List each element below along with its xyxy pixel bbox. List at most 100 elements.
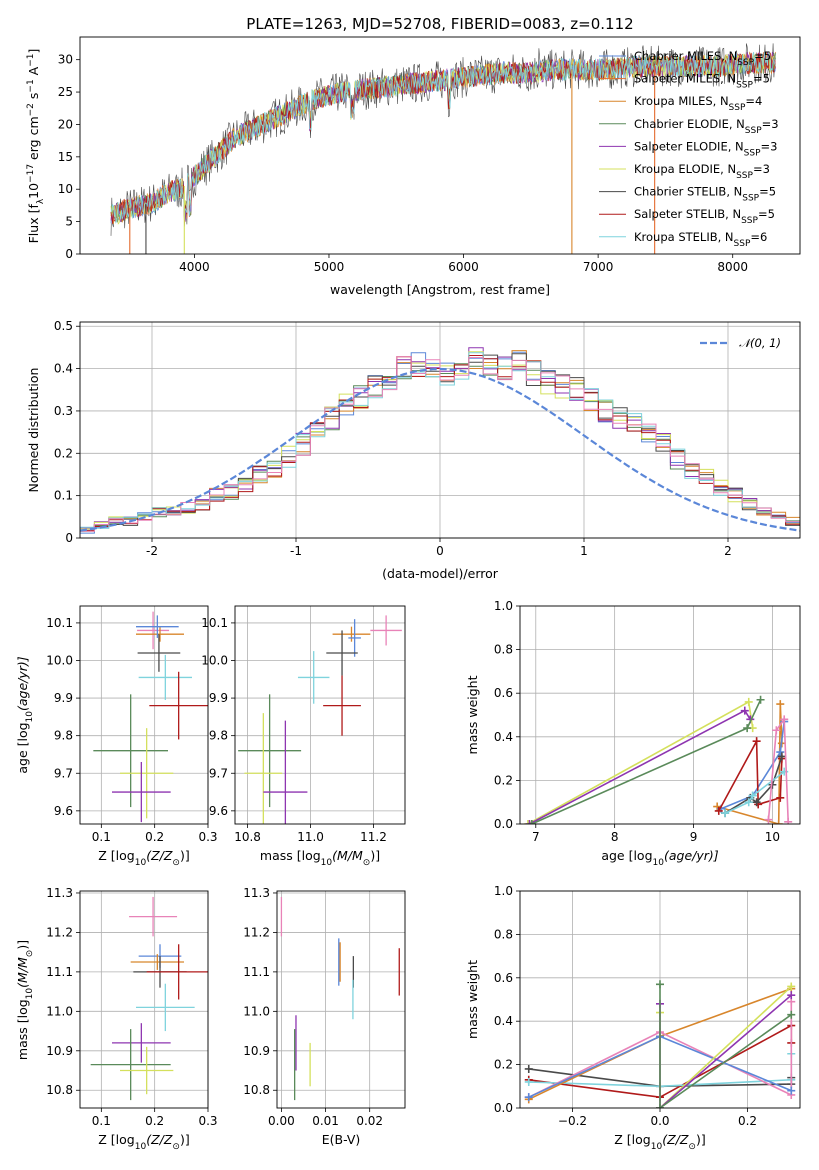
series-line — [720, 721, 785, 810]
tick-label-x: 0.01 — [312, 1114, 339, 1128]
x-axis-label: (data-model)/error — [382, 566, 499, 581]
series-marker — [524, 1093, 533, 1102]
tick-label-x: 0.1 — [92, 830, 111, 844]
series-line — [659, 984, 792, 1108]
x-axis-label: E(B-V) — [322, 1132, 361, 1147]
tick-label-y: 0.1 — [54, 489, 73, 503]
plot-area — [90, 896, 208, 1101]
errorbar-point — [136, 615, 179, 638]
tick-label-x: 0.0 — [650, 1114, 669, 1128]
tick-label-x: 10 — [765, 830, 780, 844]
errorbar-point — [332, 626, 371, 642]
axes-frame — [79, 605, 209, 825]
errorbar-point — [120, 728, 174, 819]
tick-label-y: 0.2 — [54, 446, 73, 460]
tick-label-x: 4000 — [179, 260, 210, 274]
axes-frame — [79, 36, 801, 255]
series-marker — [656, 1104, 664, 1108]
tick-label-x: 0.3 — [198, 830, 217, 844]
series-marker — [787, 1010, 796, 1019]
errorbar-point — [93, 694, 168, 808]
figure-title: PLATE=1263, MJD=52708, FIBERID=0083, z=0… — [246, 15, 633, 33]
tick-label-y: 11.1 — [46, 965, 73, 979]
plot-area — [80, 347, 800, 538]
tick-label-x: 7 — [532, 830, 540, 844]
series-marker — [752, 737, 761, 746]
tick-label-x: 9 — [690, 830, 698, 844]
y-axis-label: mass weight — [465, 960, 480, 1039]
series-marker — [527, 820, 536, 824]
x-axis-label: Z [log10(Z/Z⊙)] — [98, 848, 189, 868]
tick-label-y: 11.0 — [46, 1004, 73, 1018]
series-line — [527, 700, 754, 824]
tick-label-y: 11.2 — [243, 925, 270, 939]
series-marker — [780, 715, 789, 724]
y-axis-label: Normed distribution — [26, 368, 41, 493]
x-axis-label: Z [log10(Z/Z⊙)] — [614, 1132, 705, 1152]
errorbar-point — [112, 761, 171, 823]
errorbar-point — [130, 954, 184, 970]
series-marker — [743, 724, 752, 733]
x-axis-label: Z [log10(Z/Z⊙)] — [98, 1132, 189, 1152]
series-marker — [656, 980, 664, 989]
plot-area — [524, 980, 796, 1108]
tick-label-y: 0.6 — [494, 971, 513, 985]
tick-label-x: 0 — [436, 544, 444, 558]
errorbar-point — [137, 611, 170, 650]
series-marker — [787, 1086, 796, 1095]
y-axis-label: Flux [fλ10−17 erg cm−2 s−1 A−1] — [26, 49, 46, 244]
tick-label-y: 11.3 — [243, 886, 270, 900]
spectrum-line — [110, 50, 776, 224]
errorbar-point — [297, 651, 330, 704]
errorbar-point — [370, 615, 402, 646]
series-line — [724, 771, 785, 814]
legend-spectrum: Chabrier MILES, NSSP=5 Salpeter MILES, NS… — [599, 49, 779, 249]
axes-frame — [234, 605, 406, 825]
tick-label-y: 0.4 — [494, 730, 513, 744]
errorbar-point — [120, 1046, 174, 1095]
tick-label-x: 0.02 — [356, 1114, 383, 1128]
tick-label-y: 9.6 — [54, 804, 73, 818]
series-marker — [524, 1077, 533, 1086]
panel-mass_weight_vs_age: 7 8 9 10 0.0 0.2 0.4 0.6 0.8 1.0 age [log10(age/yr… — [465, 599, 801, 868]
series-marker — [525, 820, 534, 824]
tick-label-x: 8000 — [717, 260, 748, 274]
gaussian-curve — [80, 367, 800, 532]
panel-spectrum: 4000 5000 6000 7000 8000 0 5 10 15 20 25 30 waveleng… — [26, 36, 801, 297]
tick-label-y: 0.4 — [54, 362, 73, 376]
series-marker — [776, 700, 785, 709]
tick-label-x: 11.2 — [360, 830, 387, 844]
tick-label-x: 0.2 — [145, 830, 164, 844]
legend-entry: Chabrier MILES, NSSP=5 — [634, 49, 771, 68]
tick-label-x: 0.3 — [198, 1114, 217, 1128]
tick-label-y: 1.0 — [494, 599, 513, 613]
series-marker — [523, 820, 532, 824]
errorbar-point — [348, 619, 361, 657]
errorbar-point — [138, 654, 192, 700]
panel-age_vs_Z: 0.1 0.2 0.3 9.6 9.7 9.8 9.9 10.0 10.1 Z [log10(Z/… — [15, 605, 218, 868]
tick-label-y: 10.0 — [201, 654, 228, 668]
plot-area — [238, 615, 402, 824]
tick-label-y: 9.7 — [54, 766, 73, 780]
axes-frame — [519, 890, 801, 1109]
tick-label-y: 11.1 — [243, 965, 270, 979]
errorbar-point — [238, 694, 302, 808]
tick-label-y: 9.9 — [54, 691, 73, 705]
tick-label-y: 10.0 — [46, 654, 73, 668]
axes-frame — [79, 321, 801, 539]
tick-label-y: 0.6 — [494, 686, 513, 700]
panel-residuals: -2 -1 0 1 2 0 0.1 0.2 0.3 0.4 0.5 (data-model)/erro… — [26, 319, 801, 581]
legend-entry: Kroupa ELODIE, NSSP=3 — [634, 162, 770, 181]
plot-area — [523, 695, 793, 824]
tick-label-y: 10.8 — [243, 1083, 270, 1097]
errorbar-point — [112, 1023, 171, 1063]
tick-label-x: 2 — [724, 544, 732, 558]
series-marker — [787, 982, 796, 991]
x-axis-label: wavelength [Angstrom, rest frame] — [330, 282, 550, 297]
y-axis-label: mass [log10(M/M⊙)] — [15, 940, 35, 1060]
legend-entry: Chabrier ELODIE, NSSP=3 — [634, 117, 779, 136]
y-axis-label: age [log10(age/yr)] — [15, 656, 35, 773]
errorbar-point — [263, 720, 308, 824]
tick-label-y: 0.0 — [494, 817, 513, 831]
errorbar-point — [326, 630, 358, 676]
